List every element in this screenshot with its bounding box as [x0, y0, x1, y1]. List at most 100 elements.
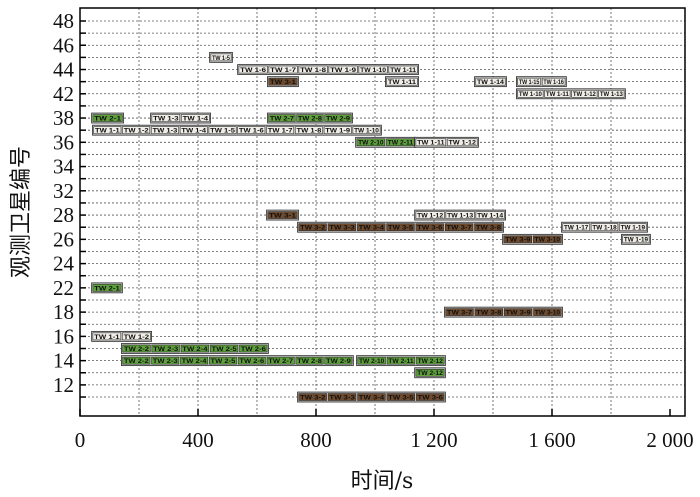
task-segment: [151, 344, 180, 353]
task-segment: [356, 138, 386, 147]
x-axis-label: 时间/s: [351, 469, 414, 494]
task-segment-label: TW 1-4: [181, 128, 206, 135]
task-segment-label: TW 1-10: [354, 128, 379, 135]
task-segment: [388, 65, 418, 74]
task-segment: [268, 114, 296, 122]
task-segment-label: TW 1-18: [592, 225, 617, 232]
task-segment-label: TW 1-12: [417, 212, 443, 219]
task-segment: [295, 126, 323, 134]
task-segment: [151, 114, 181, 122]
task-segment: [122, 332, 151, 341]
task-segment: [352, 126, 381, 134]
y-tick-label: 28: [53, 203, 74, 227]
y-tick-label: 48: [53, 9, 74, 33]
task-bar: [414, 136, 479, 148]
task-segment-label: TW 3-1: [270, 79, 297, 86]
task-segment-label: TW 2-4: [182, 346, 208, 353]
task-segment-label: TW 1-7: [268, 128, 293, 135]
task-segment: [533, 308, 562, 316]
task-segment-label: TW 1-2: [124, 334, 150, 341]
task-segment-label: TW 2-5: [212, 346, 238, 353]
task-segment: [386, 77, 418, 86]
task-segment: [122, 126, 151, 134]
task-segment-label: TW 2-9: [326, 115, 350, 122]
task-segment-label: TW 1-1: [94, 334, 120, 341]
task-segment-label: TW 3-10: [535, 237, 561, 244]
task-segment: [517, 77, 541, 86]
task-segment-label: TW 3-9: [505, 310, 531, 317]
task-segment-label: TW 3-2: [300, 394, 326, 401]
task-segment-label: TW 2-8: [298, 115, 322, 122]
task-segment-label: TW 3-3: [329, 394, 355, 401]
task-segment: [210, 53, 232, 62]
task-segment-label: TW 1-6: [240, 67, 266, 74]
task-segment-label: TW 1-4: [183, 115, 209, 122]
task-segment-label: TW 2-5: [211, 358, 236, 365]
task-segment: [415, 369, 445, 377]
task-segment: [122, 344, 151, 353]
task-segment: [544, 90, 571, 98]
task-segment: [267, 211, 298, 219]
task-segment-label: TW 1-9: [325, 128, 350, 135]
task-segment: [416, 393, 445, 401]
plot-frame: [79, 7, 686, 417]
y-tick-label: 42: [53, 82, 74, 106]
task-segment: [179, 126, 208, 134]
task-segment-label: TW 2-6: [239, 358, 264, 365]
task-segment-label: TW 2-2: [124, 358, 149, 365]
task-segment: [237, 126, 266, 134]
grid: [80, 8, 685, 416]
x-tick-label: 2 000: [646, 428, 693, 452]
task-segment: [151, 126, 179, 134]
task-segment-label: TW 2-1: [94, 115, 121, 122]
task-segment-label: TW 2-4: [182, 358, 207, 365]
task-segment-label: TW 2-11: [388, 358, 414, 365]
task-bar: [515, 76, 567, 88]
task-segment-label: TW 1-6: [239, 128, 264, 135]
task-segment-label: TW 1-9: [330, 67, 356, 74]
task-segment-label: TW 3-5: [388, 394, 414, 401]
task-segment: [92, 114, 123, 122]
task-segment: [151, 356, 180, 365]
task-segment: [386, 393, 415, 401]
task-segment-label: TW 1-2: [124, 128, 149, 135]
x-tick-label: 800: [300, 428, 332, 452]
y-tick-label: 44: [53, 58, 75, 82]
task-bar: [91, 330, 152, 342]
task-segment-label: TW 3-8: [476, 225, 502, 232]
task-segment: [541, 77, 566, 86]
task-segment-label: TW 1-1: [95, 128, 120, 135]
task-segment-label: TW 1-12: [573, 91, 596, 98]
task-segment: [503, 235, 532, 244]
task-segment-label: TW 1-11: [417, 140, 445, 147]
y-tick-label: 46: [53, 33, 74, 57]
task-segment: [324, 356, 353, 365]
task-segment-label: TW 1-19: [621, 225, 646, 232]
y-tick-label: 24: [53, 252, 75, 276]
task-bar: [502, 233, 563, 245]
task-segment-label: TW 2-1: [94, 285, 120, 292]
task-segment-label: TW 1-11: [390, 67, 416, 74]
task-segment: [562, 223, 590, 231]
task-segment-label: TW 2-2: [124, 346, 150, 353]
task-segment-label: TW 1-14: [477, 79, 504, 86]
task-bar: [150, 112, 211, 124]
task-segment: [357, 223, 386, 231]
task-segment: [474, 223, 503, 231]
task-segment: [328, 65, 358, 74]
task-segment: [122, 356, 151, 365]
task-segment-label: TW 3-7: [447, 310, 473, 317]
bars: TW 1-5TW 1-6 TW 1-7 TW 1-8 TW 1-9 TW 1-10 TW …: [91, 51, 651, 403]
task-segment-label: TW 3-3: [329, 225, 355, 232]
task-segment-label: TW 1-12: [449, 140, 477, 147]
task-segment-label: TW 1-10: [360, 67, 386, 74]
y-tick-label: 18: [53, 300, 74, 324]
task-segment: [180, 344, 209, 353]
y-tick-label: 36: [53, 130, 74, 154]
y-tick-label: 32: [53, 179, 74, 203]
task-segment: [598, 90, 625, 98]
task-segment-label: TW 2-11: [388, 140, 414, 147]
task-segment: [298, 393, 327, 401]
task-segment: [415, 138, 446, 147]
